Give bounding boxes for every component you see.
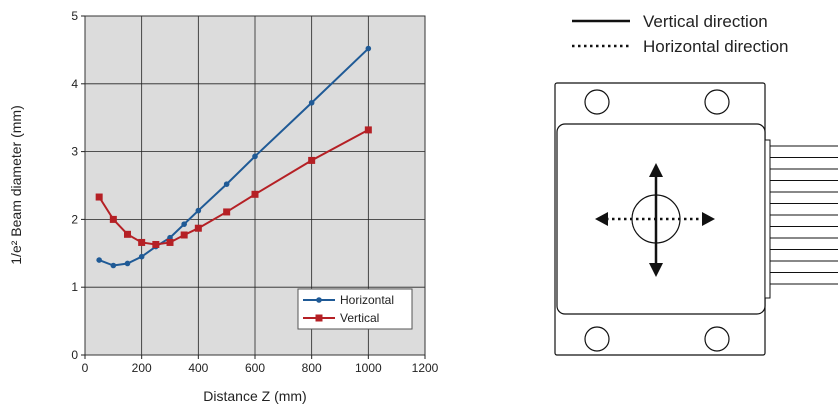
y-axis-label: 1/e² Beam diameter (mm) bbox=[8, 105, 24, 264]
x-axis-ticks: 0 200 400 600 800 1000 1200 bbox=[82, 355, 439, 375]
legend-marker-vertical bbox=[315, 314, 323, 322]
vertical-data-point bbox=[308, 156, 316, 164]
vertical-data-point bbox=[138, 238, 146, 246]
legend-box bbox=[297, 288, 413, 330]
chart-legend: Horizontal Vertical bbox=[297, 288, 413, 330]
horizontal-data-point bbox=[110, 262, 117, 269]
vertical-data-point bbox=[109, 215, 117, 223]
horizontal-data-point bbox=[308, 99, 315, 106]
x-tick-label: 800 bbox=[302, 361, 322, 375]
x-tick-label: 1200 bbox=[412, 361, 439, 375]
horizontal-data-point bbox=[138, 253, 145, 260]
vertical-data-point bbox=[194, 224, 202, 232]
y-tick-label: 4 bbox=[71, 77, 78, 91]
legend-label-vertical: Vertical bbox=[340, 311, 379, 325]
horizontal-data-point bbox=[365, 45, 372, 52]
arrow-head-right-icon bbox=[702, 212, 715, 226]
y-tick-label: 5 bbox=[71, 9, 78, 23]
y-tick-label: 0 bbox=[71, 348, 78, 362]
horizontal-data-point bbox=[96, 257, 102, 263]
x-tick-label: 0 bbox=[82, 361, 89, 375]
horizontal-data-point bbox=[195, 207, 202, 214]
x-tick-label: 400 bbox=[188, 361, 208, 375]
legend-marker-horizontal bbox=[316, 297, 322, 303]
vertical-data-point bbox=[180, 231, 188, 239]
mounting-hole-icon bbox=[584, 89, 610, 115]
vertical-data-point bbox=[251, 190, 259, 198]
horizontal-data-point bbox=[223, 181, 230, 187]
x-axis-label: Distance Z (mm) bbox=[203, 388, 306, 404]
y-tick-label: 1 bbox=[71, 280, 78, 294]
arrow-head-down-icon bbox=[649, 263, 663, 277]
vertical-data-point bbox=[364, 126, 372, 134]
horizontal-data-point bbox=[181, 221, 187, 227]
cable-bundle-icon bbox=[770, 145, 838, 285]
arrow-head-up-icon bbox=[649, 163, 663, 177]
horizontal-direction-label: Horizontal direction bbox=[643, 37, 789, 56]
vertical-data-point bbox=[124, 230, 131, 238]
horizontal-data-point bbox=[252, 153, 258, 160]
vertical-data-point bbox=[95, 193, 103, 201]
horizontal-data-point bbox=[124, 260, 131, 267]
mounting-hole-icon bbox=[704, 89, 730, 115]
x-tick-label: 1000 bbox=[355, 361, 382, 375]
x-tick-label: 600 bbox=[245, 361, 265, 375]
y-tick-label: 2 bbox=[71, 212, 78, 226]
vertical-direction-label: Vertical direction bbox=[643, 12, 768, 31]
x-tick-label: 200 bbox=[132, 361, 152, 375]
legend-label-horizontal: Horizontal bbox=[340, 293, 394, 307]
mounting-hole-icon bbox=[584, 326, 610, 352]
mounting-hole-icon bbox=[704, 326, 730, 352]
series-layer bbox=[95, 45, 372, 269]
vertical-data-point bbox=[223, 208, 231, 216]
vertical-data-point bbox=[166, 238, 174, 246]
y-axis-ticks: 0 1 2 3 4 5 bbox=[71, 9, 85, 362]
device-diagram: Vertical direction Horizontal direction bbox=[554, 12, 838, 356]
y-tick-label: 3 bbox=[71, 145, 78, 159]
vertical-data-point bbox=[152, 240, 160, 248]
beam-diameter-chart: 0 200 400 600 800 1000 1200 0 1 2 3 4 5 Distance Z … bbox=[8, 9, 439, 404]
arrow-head-left-icon bbox=[595, 212, 608, 226]
connector-block bbox=[764, 139, 771, 299]
